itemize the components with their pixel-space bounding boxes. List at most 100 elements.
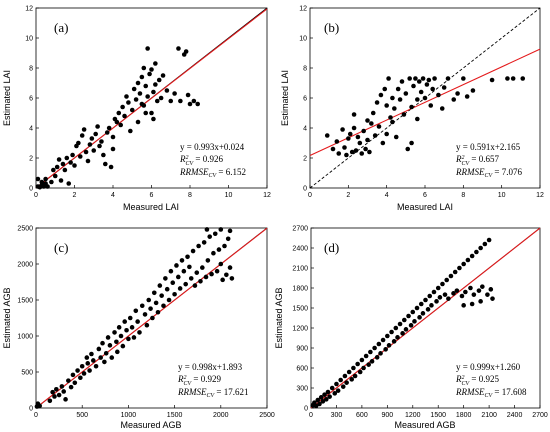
- data-point: [104, 130, 110, 135]
- x-tick-label: 8: [461, 192, 465, 199]
- data-point: [129, 325, 135, 330]
- x-tick-label: 0: [34, 192, 38, 199]
- data-point: [126, 336, 131, 342]
- data-point: [403, 327, 409, 332]
- y-tick-label: 10: [25, 36, 33, 43]
- data-point: [505, 76, 510, 81]
- r2-subscript: CV: [462, 161, 471, 167]
- data-point: [89, 136, 95, 141]
- data-point: [229, 276, 235, 281]
- data-point: [414, 305, 420, 311]
- plot-area: [310, 227, 541, 409]
- data-point: [159, 293, 164, 298]
- data-point: [482, 241, 488, 247]
- data-point: [374, 100, 380, 105]
- data-point: [157, 283, 163, 288]
- data-point: [151, 89, 156, 95]
- data-point: [400, 331, 405, 336]
- r2-annotation: R2 CV = 0.929: [177, 374, 221, 387]
- data-point: [464, 94, 470, 99]
- data-point: [150, 315, 155, 321]
- y-tick-label: 1500: [292, 306, 308, 313]
- data-point: [436, 92, 441, 98]
- data-point: [378, 92, 384, 98]
- data-point: [451, 97, 457, 102]
- r2-annotation: R2 CV = 0.657: [455, 154, 499, 167]
- data-point: [196, 243, 201, 249]
- data-point: [357, 140, 363, 146]
- data-point: [401, 317, 407, 323]
- scatter-points: [310, 237, 495, 409]
- data-point: [465, 257, 471, 263]
- data-point: [93, 363, 99, 369]
- x-tick-label: 600: [356, 412, 368, 419]
- data-point: [340, 127, 345, 132]
- ticks: 0 2 4 6 8 10 12 0 2 4 6 8 10 12: [299, 6, 544, 200]
- data-point: [148, 306, 153, 311]
- data-point: [151, 290, 157, 296]
- data-point: [429, 303, 434, 308]
- y-tick-label: 1500: [17, 298, 33, 305]
- data-point: [195, 101, 200, 107]
- fit-line: [35, 8, 268, 189]
- data-point: [368, 349, 373, 355]
- panel-label: (c): [54, 240, 68, 255]
- data-point: [151, 116, 156, 122]
- data-point: [485, 292, 490, 297]
- data-point: [106, 125, 112, 131]
- data-point: [214, 268, 220, 274]
- data-point: [90, 358, 96, 363]
- data-point: [374, 355, 380, 360]
- data-point: [105, 335, 111, 340]
- data-point: [352, 373, 358, 379]
- data-point: [478, 299, 483, 304]
- y-tick-label: 6: [303, 96, 307, 103]
- data-point: [85, 158, 91, 164]
- data-point: [207, 234, 213, 239]
- data-point: [423, 297, 428, 303]
- rrmse-label: RRMSE: [177, 387, 207, 397]
- data-point: [156, 77, 162, 83]
- data-point: [56, 392, 62, 398]
- data-point: [363, 353, 369, 359]
- data-point: [417, 315, 422, 320]
- x-tick-label: 2: [73, 192, 77, 199]
- r2-label: R: [179, 154, 186, 164]
- data-point: [347, 131, 353, 137]
- data-point: [445, 76, 451, 81]
- data-point: [131, 335, 137, 340]
- fit-line: [310, 227, 541, 409]
- data-point: [455, 91, 460, 96]
- data-point: [37, 403, 42, 409]
- data-point: [416, 79, 422, 84]
- data-point: [463, 289, 468, 295]
- scatter-points: [35, 46, 200, 190]
- r2-subscript: CV: [462, 381, 471, 387]
- y-tick-label: 6: [29, 96, 33, 103]
- data-point: [313, 403, 319, 409]
- scatter-points: [324, 76, 526, 158]
- data-point: [126, 100, 131, 105]
- data-point: [89, 351, 94, 357]
- data-point: [175, 274, 181, 280]
- y-tick-label: 300: [296, 386, 308, 393]
- data-point: [431, 289, 437, 295]
- ticks: 0 500 1000 1500 2000 2500 0 500 1000 1500 2000 2500: [17, 226, 274, 420]
- data-point: [60, 161, 66, 167]
- data-point: [376, 341, 382, 347]
- rrmse-annotation: RRMSECV = 17.621: [177, 387, 249, 399]
- data-point: [388, 115, 393, 120]
- data-point: [474, 249, 479, 255]
- data-point: [211, 250, 216, 256]
- data-point: [155, 309, 161, 315]
- data-point: [403, 91, 409, 96]
- rrmse-label: RRMSE: [179, 167, 209, 177]
- data-point: [444, 277, 450, 283]
- data-point: [158, 95, 164, 101]
- data-point: [110, 146, 116, 152]
- y-tick-label: 0: [29, 186, 33, 193]
- data-point: [212, 231, 218, 237]
- data-point: [383, 347, 388, 352]
- data-point: [478, 245, 483, 251]
- y-tick-label: 4: [29, 126, 33, 133]
